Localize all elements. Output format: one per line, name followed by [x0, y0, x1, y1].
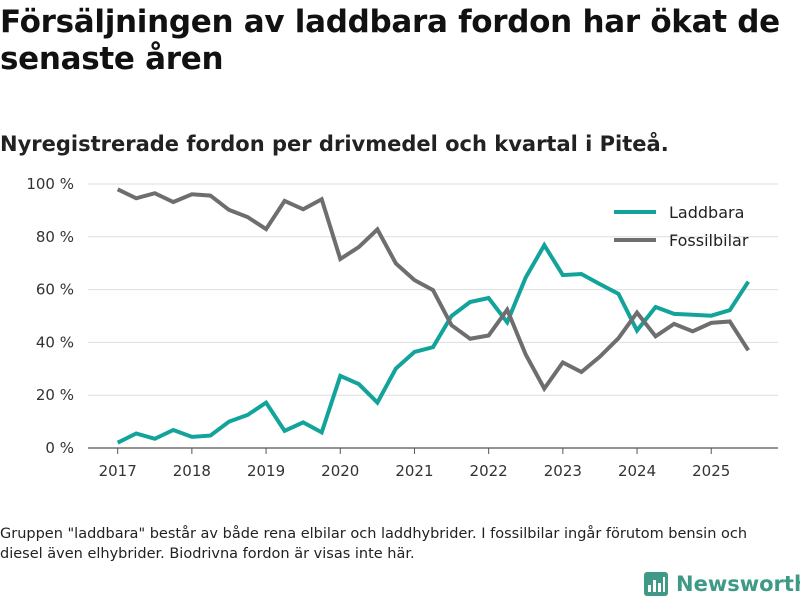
bar-chart-icon — [644, 572, 668, 596]
x-tick-label: 2022 — [470, 462, 508, 480]
y-tick-label: 20 % — [36, 386, 74, 404]
x-tick-label: 2018 — [173, 462, 211, 480]
chart-title: Försäljningen av laddbara fordon har öka… — [0, 4, 780, 77]
y-tick-label: 60 % — [36, 281, 74, 299]
x-tick-label: 2023 — [544, 462, 582, 480]
series-line-fossilbilar — [116, 187, 750, 393]
x-axis: 2017 2018 2019 2020 2021 2022 2023 2024 2025 — [99, 448, 730, 480]
x-tick-label: 2021 — [395, 462, 433, 480]
x-tick-label: 2025 — [692, 462, 730, 480]
series-line-laddbara — [116, 241, 750, 445]
y-tick-label: 0 % — [45, 439, 74, 457]
y-axis: 0 % 20 % 40 % 60 % 80 % 100 % — [26, 175, 74, 457]
brand-name: Newsworthy — [676, 572, 800, 596]
legend-label-laddbara: Laddbara — [669, 203, 744, 222]
y-tick-label: 80 % — [36, 228, 74, 246]
gridlines — [88, 183, 778, 449]
x-tick-label: 2017 — [99, 462, 137, 480]
x-tick-label: 2020 — [321, 462, 359, 480]
series-lines — [116, 187, 750, 445]
line-chart: 0 % 20 % 40 % 60 % 80 % 100 % 2017 2018 2019 202… — [26, 175, 778, 480]
brand-logo: Newsworthy — [644, 569, 800, 599]
y-tick-label: 100 % — [26, 175, 74, 193]
legend: Laddbara Fossilbilar — [614, 203, 749, 250]
x-tick-label: 2019 — [247, 462, 285, 480]
chart-subtitle: Nyregistrerade fordon per drivmedel och … — [0, 132, 669, 156]
y-tick-label: 40 % — [36, 333, 74, 351]
footnote: Gruppen "laddbara" består av både rena e… — [0, 526, 748, 562]
legend-label-fossilbilar: Fossilbilar — [669, 231, 749, 250]
x-tick-label: 2024 — [618, 462, 656, 480]
